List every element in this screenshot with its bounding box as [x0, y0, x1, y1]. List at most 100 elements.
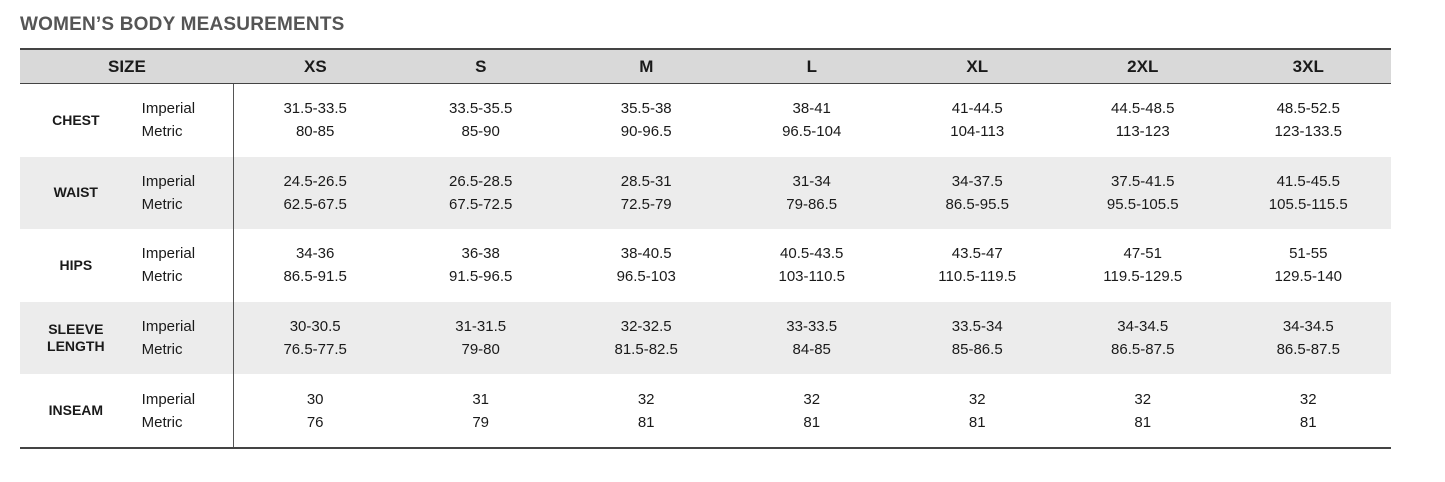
page-title: WOMEN’S BODY MEASUREMENTS — [20, 14, 345, 35]
measurement-cell: 26.5-28.5 67.5-72.5 — [398, 170, 564, 216]
table-header: SIZE XS S M L XL 2XL 3XL — [20, 48, 1391, 84]
value-metric: 81 — [1299, 413, 1317, 431]
measurement-name: HIPS — [20, 257, 132, 274]
size-column-header: 2XL — [1127, 56, 1159, 76]
value-metric: 81 — [1134, 413, 1152, 431]
value-metric: 72.5-79 — [620, 195, 672, 213]
value-imperial: 47-51 — [1123, 245, 1162, 263]
measurement-cell: 35.5-38 90-96.5 — [563, 97, 729, 143]
value-imperial: 32 — [1299, 390, 1317, 408]
measurement-cell: 33.5-34 85-86.5 — [894, 315, 1060, 361]
measurement-cell: 31-34 79-86.5 — [729, 170, 895, 216]
size-header: SIZE — [108, 56, 146, 76]
value-imperial: 33.5-35.5 — [448, 100, 513, 118]
measurement-cell: 34-37.5 86.5-95.5 — [894, 170, 1060, 216]
value-metric: 62.5-67.5 — [283, 195, 347, 213]
value-metric: 79-80 — [461, 341, 500, 359]
value-imperial: 41-44.5 — [951, 100, 1003, 118]
unit-label-metric: Metric — [141, 123, 183, 141]
measurement-cell: 44.5-48.5 113-123 — [1060, 97, 1226, 143]
measurement-cell: 48.5-52.5 123-133.5 — [1226, 97, 1392, 143]
measurement-name: INSEAM — [20, 402, 132, 419]
value-metric: 96.5-104 — [782, 123, 842, 141]
size-column-header: XS — [304, 56, 327, 76]
size-column-header: XL — [966, 56, 989, 76]
measurement-name-line: HIPS — [59, 256, 93, 273]
value-metric: 86.5-91.5 — [283, 268, 347, 286]
value-metric: 129.5-140 — [1274, 268, 1343, 286]
value-imperial: 28.5-31 — [620, 172, 672, 190]
measurement-cell: 38-40.5 96.5-103 — [563, 242, 729, 288]
unit-labels: Imperial Metric — [132, 170, 233, 216]
value-metric: 91.5-96.5 — [448, 268, 513, 286]
value-metric: 81 — [968, 413, 986, 431]
value-imperial: 30 — [306, 390, 324, 408]
measurement-cell: 41.5-45.5 105.5-115.5 — [1226, 170, 1392, 216]
measurement-cell: 24.5-26.5 62.5-67.5 — [232, 170, 398, 216]
value-imperial: 32 — [637, 390, 655, 408]
value-imperial: 26.5-28.5 — [448, 172, 513, 190]
value-metric: 80-85 — [295, 123, 335, 141]
value-imperial: 34-36 — [295, 245, 335, 263]
value-imperial: 31-31.5 — [455, 318, 507, 336]
column-divider — [233, 84, 234, 447]
size-column-header: S — [475, 56, 487, 76]
unit-labels: Imperial Metric — [132, 315, 233, 361]
value-metric: 113-123 — [1115, 123, 1170, 141]
unit-label-metric: Metric — [141, 268, 183, 286]
unit-labels: Imperial Metric — [132, 97, 233, 143]
value-imperial: 44.5-48.5 — [1111, 100, 1175, 118]
measurement-cell: 28.5-31 72.5-79 — [563, 170, 729, 216]
value-imperial: 31-34 — [792, 172, 831, 190]
measurement-name-line: INSEAM — [48, 402, 104, 419]
size-column-header: M — [639, 56, 654, 76]
table-row: SLEEVE LENGTH Imperial Metric 30-30.5 76.5-77… — [20, 301, 1392, 375]
measurement-cell: 36-38 91.5-96.5 — [398, 242, 564, 288]
value-imperial: 30-30.5 — [289, 318, 341, 336]
measurement-cell: 33-33.5 84-85 — [729, 315, 895, 361]
table-body: CHEST Imperial Metric 31.5-33.5 80-85 33.5-35… — [20, 84, 1391, 447]
value-imperial: 33-33.5 — [786, 318, 838, 336]
measurement-cell: 43.5-47 110.5-119.5 — [894, 242, 1060, 288]
value-imperial: 32-32.5 — [620, 318, 672, 336]
size-column-header: L — [806, 56, 817, 76]
unit-label-metric: Metric — [141, 195, 183, 213]
measurement-cell: 32 81 — [894, 388, 1060, 434]
measurement-cell: 34-34.5 86.5-87.5 — [1226, 315, 1392, 361]
value-metric: 81 — [637, 413, 655, 431]
unit-label-imperial: Imperial — [141, 390, 196, 408]
measurement-name: CHEST — [20, 112, 132, 129]
unit-label-imperial: Imperial — [141, 100, 196, 118]
value-imperial: 38-40.5 — [620, 245, 672, 263]
measurement-cell: 32-32.5 81.5-82.5 — [563, 315, 729, 361]
measurement-name: WAIST — [20, 184, 132, 201]
value-metric: 86.5-87.5 — [1111, 341, 1175, 359]
measurement-cell: 51-55 129.5-140 — [1226, 242, 1392, 288]
value-metric: 90-96.5 — [620, 123, 672, 141]
value-metric: 96.5-103 — [616, 268, 676, 286]
value-imperial: 24.5-26.5 — [283, 172, 347, 190]
value-imperial: 34-37.5 — [951, 172, 1003, 190]
measurement-cell: 41-44.5 104-113 — [894, 97, 1060, 143]
measurement-cell: 47-51 119.5-129.5 — [1060, 242, 1226, 288]
value-metric: 84-85 — [792, 341, 831, 359]
unit-label-imperial: Imperial — [141, 245, 196, 263]
measurement-cell: 31-31.5 79-80 — [398, 315, 564, 361]
value-metric: 95.5-105.5 — [1106, 195, 1179, 213]
value-imperial: 41.5-45.5 — [1276, 172, 1340, 190]
value-metric: 86.5-95.5 — [945, 195, 1009, 213]
table-row: HIPS Imperial Metric 34-36 86.5-91.5 36-38 91.… — [20, 229, 1391, 302]
value-metric: 79 — [472, 413, 490, 431]
table-bottom-rule — [20, 446, 1391, 449]
table-row: WAIST Imperial Metric 24.5-26.5 62.5-67.5 26.… — [20, 156, 1392, 230]
value-metric: 76 — [306, 413, 324, 431]
value-imperial: 37.5-41.5 — [1111, 172, 1175, 190]
measurement-cell: 31 79 — [398, 388, 564, 434]
value-imperial: 33.5-34 — [951, 318, 1003, 336]
measurement-cell: 33.5-35.5 85-90 — [398, 97, 564, 143]
value-imperial: 40.5-43.5 — [780, 245, 844, 263]
value-metric: 123-133.5 — [1274, 123, 1343, 141]
value-imperial: 32 — [1134, 390, 1152, 408]
value-metric: 110.5-119.5 — [938, 268, 1017, 286]
value-metric: 76.5-77.5 — [283, 341, 347, 359]
